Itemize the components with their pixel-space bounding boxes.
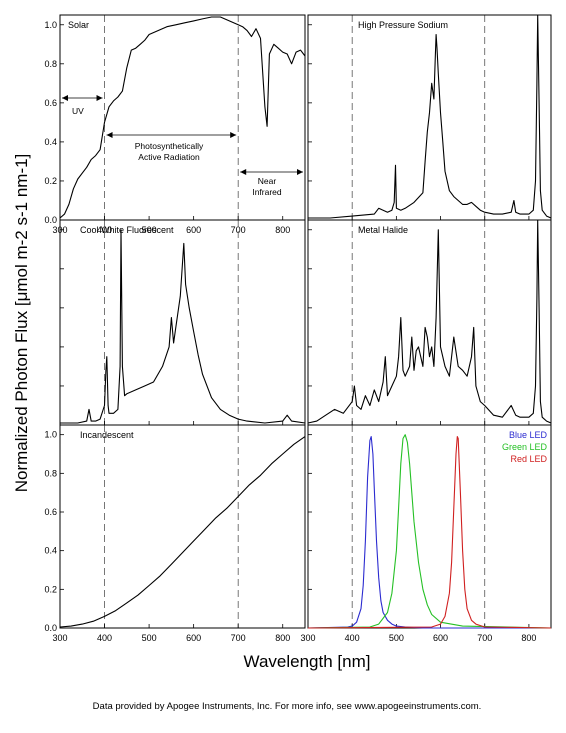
fluorescent-frame bbox=[59, 219, 306, 426]
solar-xtick-label: 400 bbox=[97, 225, 112, 235]
led-xtick-label: 700 bbox=[477, 633, 492, 643]
solar-ytick-label: 0.4 bbox=[44, 137, 57, 147]
solar-ytick-label: 0.6 bbox=[44, 98, 57, 108]
incandescent-panel-title: Incandescent bbox=[80, 430, 134, 440]
incandescent-xtick-label: 600 bbox=[186, 633, 201, 643]
solar-xtick-label: 500 bbox=[142, 225, 157, 235]
panel-metal-halide: Metal Halide bbox=[307, 219, 552, 426]
metal-halide-frame bbox=[307, 219, 552, 426]
panel-incandescent: 0.0 0.2 0.4 0.6 0.8 1.0 300 400 500 600 700 800 Inca… bbox=[44, 424, 306, 643]
solar-panel-title: Solar bbox=[68, 20, 89, 30]
solar-ytick-label: 0.2 bbox=[44, 176, 57, 186]
led-xtick-label: 500 bbox=[389, 633, 404, 643]
led-xtick-label: 800 bbox=[521, 633, 536, 643]
nir-label-line2: Infrared bbox=[252, 187, 282, 197]
incandescent-series-0-line bbox=[59, 436, 306, 628]
led-legend-red-led: Red LED bbox=[510, 454, 547, 464]
uv-arrow-head-right bbox=[96, 95, 103, 101]
incandescent-ytick-label: 0.4 bbox=[44, 546, 57, 556]
credit-text: Data provided by Apogee Instruments, Inc… bbox=[93, 701, 482, 712]
solar-series-0-line bbox=[59, 16, 306, 219]
solar-xtick-label: 600 bbox=[186, 225, 201, 235]
hps-series-0-line bbox=[308, 14, 552, 219]
hps-panel-title: High Pressure Sodium bbox=[358, 20, 448, 30]
led-blue-led-line bbox=[307, 436, 551, 629]
fluorescent-series-0-line bbox=[60, 229, 306, 424]
panel-fluorescent: Cool White Fluorescent bbox=[59, 219, 306, 426]
incandescent-ytick-label: 0.6 bbox=[44, 507, 57, 517]
nir-label-line1: Near bbox=[258, 176, 277, 186]
led-legend-green-led: Green LED bbox=[502, 442, 548, 452]
uv-label: UV bbox=[72, 106, 84, 116]
par-arrow-head-right bbox=[230, 132, 237, 138]
metal-halide-panel-title: Metal Halide bbox=[358, 225, 408, 235]
led-red-led-line bbox=[307, 436, 552, 629]
incandescent-frame bbox=[59, 424, 306, 629]
fluorescent-panel-title: Cool White Fluorescent bbox=[80, 225, 174, 235]
par-label-line2: Active Radiation bbox=[138, 152, 200, 162]
led-xtick-label: 600 bbox=[433, 633, 448, 643]
metal-halide-series-0-line bbox=[307, 219, 552, 424]
led-legend-blue-led: Blue LED bbox=[509, 430, 548, 440]
solar-xtick-label: 800 bbox=[275, 225, 290, 235]
incandescent-ytick-label: 0.8 bbox=[44, 468, 57, 478]
par-arrow-head-left bbox=[106, 132, 113, 138]
panels-layer: 0.0 0.2 0.4 0.6 0.8 1.0 300 400 500 600 700 800 Sola… bbox=[44, 14, 552, 643]
incandescent-ytick-label: 0.2 bbox=[44, 584, 57, 594]
incandescent-xtick-label: 400 bbox=[97, 633, 112, 643]
incandescent-ytick-label: 0.0 bbox=[44, 623, 57, 633]
led-xtick-label: 400 bbox=[345, 633, 360, 643]
incandescent-xtick-label: 500 bbox=[142, 633, 157, 643]
nir-arrow-head-left bbox=[240, 169, 247, 175]
incandescent-xtick-label: 300 bbox=[52, 633, 67, 643]
nir-arrow-head-right bbox=[297, 169, 303, 175]
incandescent-xtick-label: 700 bbox=[231, 633, 246, 643]
solar-ytick-label: 1.0 bbox=[44, 20, 57, 30]
solar-ytick-label: 0.0 bbox=[44, 215, 57, 225]
incandescent-xtick-label: 800 bbox=[275, 633, 290, 643]
solar-annotations: UV Photosynthetically Active Radiation N… bbox=[72, 106, 282, 197]
led-green-led-line bbox=[307, 434, 552, 629]
panel-led: 300 400 500 600 700 800 Blue LED Green LED Red L… bbox=[300, 424, 552, 643]
solar-xtick-label: 700 bbox=[231, 225, 246, 235]
led-xtick-label: 300 bbox=[300, 633, 315, 643]
x-axis-title: Wavelength [nm] bbox=[244, 652, 371, 671]
uv-arrow-head-left bbox=[62, 95, 68, 101]
y-axis-title: Normalized Photon Flux [μmol m-2 s-1 nm-… bbox=[12, 154, 31, 493]
par-label-line1: Photosynthetically bbox=[135, 141, 204, 151]
incandescent-ytick-label: 1.0 bbox=[44, 430, 57, 440]
panel-hps: High Pressure Sodium bbox=[307, 14, 552, 221]
solar-ytick-label: 0.8 bbox=[44, 59, 57, 69]
